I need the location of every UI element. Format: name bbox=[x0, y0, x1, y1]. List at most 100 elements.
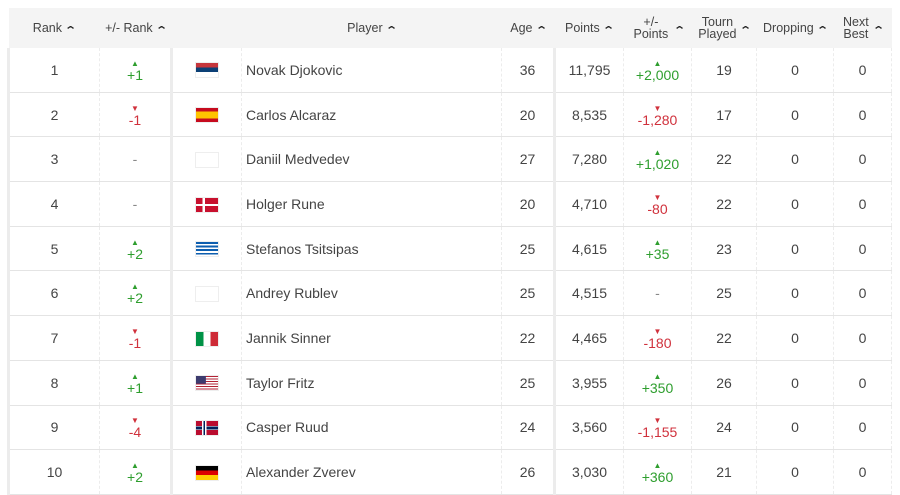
column-header-tourn-played[interactable]: Tourn Played ⌃ bbox=[691, 8, 757, 48]
dropping-cell: 0 bbox=[756, 360, 834, 406]
tourn-played-cell: 26 bbox=[691, 360, 757, 406]
rank-cell: 7 bbox=[7, 315, 100, 361]
chevron-up-icon[interactable]: ⌃ bbox=[872, 25, 885, 37]
triangle-up-icon: ▲ bbox=[653, 461, 662, 471]
triangle-down-icon: ▼ bbox=[653, 416, 662, 426]
points-change-cell: ▲ +35 bbox=[623, 226, 692, 272]
next-best-cell: 0 bbox=[833, 405, 892, 451]
player-name[interactable]: Carlos Alcaraz bbox=[241, 92, 502, 138]
player-name[interactable]: Taylor Fritz bbox=[241, 360, 502, 406]
column-header-label: Player bbox=[347, 21, 383, 36]
column-header-points[interactable]: Points ⌃ bbox=[554, 8, 624, 48]
change-indicator: ▲ +1,020 bbox=[624, 149, 691, 173]
table-row[interactable]: 7 ▼ -1 Jannik Sinner 22 4,465 ▼ -180 22 0 0 bbox=[7, 315, 892, 361]
chevron-up-icon[interactable]: ⌃ bbox=[384, 25, 398, 38]
table-row[interactable]: 4- Holger Rune 20 4,710 ▼ -80 22 0 0 bbox=[7, 181, 892, 227]
table-row[interactable]: 6 ▲ +2 Andrey Rublev 25 4,515-25 0 0 bbox=[7, 270, 892, 317]
change-value: +350 bbox=[641, 379, 674, 396]
next-best-cell: 0 bbox=[833, 92, 892, 138]
change-value: +2 bbox=[127, 469, 143, 486]
dropping-cell: 0 bbox=[756, 405, 834, 451]
triangle-up-icon: ▲ bbox=[653, 371, 662, 381]
column-header-age[interactable]: Age ⌃ bbox=[501, 8, 555, 48]
player-name[interactable]: Jannik Sinner bbox=[241, 315, 502, 361]
next-best-cell: 0 bbox=[833, 270, 892, 317]
change-indicator: ▼ -1 bbox=[100, 104, 170, 127]
flag-cell bbox=[171, 360, 242, 406]
table-row[interactable]: 9 ▼ -4 Casper Ruud 24 3,560 ▼ -1,155 24 0 0 bbox=[7, 405, 892, 451]
chevron-up-icon[interactable]: ⌃ bbox=[64, 25, 78, 38]
change-value: +1 bbox=[127, 379, 143, 396]
column-header-rank[interactable]: Rank ⌃ bbox=[8, 8, 100, 48]
column-header-next-best[interactable]: Next Best ⌃ bbox=[833, 8, 892, 48]
change-indicator: ▲ +2 bbox=[100, 238, 170, 262]
change-indicator: ▲ +35 bbox=[624, 238, 691, 262]
age-cell: 36 bbox=[501, 48, 556, 93]
next-best-cell: 0 bbox=[833, 48, 892, 93]
change-value: +35 bbox=[645, 245, 670, 262]
points-cell: 3,955 bbox=[554, 360, 624, 406]
triangle-down-icon: ▼ bbox=[653, 103, 662, 113]
points-cell: 4,615 bbox=[554, 226, 624, 272]
chevron-up-icon[interactable]: ⌃ bbox=[815, 25, 829, 38]
rank-cell: 1 bbox=[7, 48, 100, 93]
table-row[interactable]: 10 ▲ +2 Alexander Zverev 26 3,030 ▲ +360 21 0 0 bbox=[7, 449, 892, 495]
column-header-label: Points bbox=[565, 21, 600, 36]
column-header-dropping[interactable]: Dropping ⌃ bbox=[756, 8, 834, 48]
age-cell: 25 bbox=[501, 360, 556, 406]
chevron-up-icon[interactable]: ⌃ bbox=[673, 25, 686, 37]
change-value: +2 bbox=[127, 245, 143, 262]
player-name[interactable]: Casper Ruud bbox=[241, 405, 502, 451]
column-header-points-change[interactable]: +/- Points ⌃ bbox=[623, 8, 692, 48]
chevron-up-icon[interactable]: ⌃ bbox=[534, 25, 548, 38]
flag-icon-es bbox=[195, 107, 219, 124]
rank-cell: 9 bbox=[7, 405, 100, 451]
player-name[interactable]: Holger Rune bbox=[241, 181, 502, 227]
change-value: +1,020 bbox=[635, 156, 680, 173]
change-indicator: ▼ -1 bbox=[100, 327, 170, 350]
change-value: -4 bbox=[128, 424, 142, 441]
chevron-up-icon[interactable]: ⌃ bbox=[739, 25, 753, 37]
change-indicator: ▼ -1,155 bbox=[624, 416, 691, 440]
age-cell: 25 bbox=[501, 270, 556, 317]
flag-icon-us bbox=[195, 375, 219, 392]
points-cell: 3,030 bbox=[554, 449, 624, 495]
player-name[interactable]: Andrey Rublev bbox=[241, 270, 502, 317]
age-cell: 22 bbox=[501, 315, 556, 361]
points-cell: 8,535 bbox=[554, 92, 624, 138]
triangle-up-icon: ▲ bbox=[131, 58, 139, 68]
rank-cell: 6 bbox=[7, 270, 100, 317]
table-row[interactable]: 8 ▲ +1 Taylor Fritz 25 3,955 ▲ +350 26 0 0 bbox=[7, 360, 892, 406]
next-best-cell: 0 bbox=[833, 226, 892, 272]
flag-icon-rs bbox=[195, 62, 219, 79]
column-header-label: Rank bbox=[32, 21, 62, 36]
next-best-cell: 0 bbox=[833, 181, 892, 227]
column-header-player[interactable]: Player ⌃ bbox=[241, 8, 502, 48]
table-row[interactable]: 1 ▲ +1 Novak Djokovic 36 11,795 ▲ +2,000 19 0 0 bbox=[7, 48, 892, 93]
rank-cell: 8 bbox=[7, 360, 100, 406]
player-name[interactable]: Alexander Zverev bbox=[241, 449, 502, 495]
chevron-up-icon[interactable]: ⌃ bbox=[601, 25, 615, 38]
table-row[interactable]: 5 ▲ +2 Stefanos Tsitsipas 25 4,615 ▲ +35 23 0 0 bbox=[7, 226, 892, 272]
player-name[interactable]: Novak Djokovic bbox=[241, 48, 502, 93]
change-indicator: ▲ +1 bbox=[100, 372, 170, 396]
age-cell: 20 bbox=[501, 181, 556, 227]
player-name[interactable]: Daniil Medvedev bbox=[241, 136, 502, 183]
rank-change-cell: ▼ -1 bbox=[99, 315, 173, 361]
column-header-rank-change[interactable]: +/- Rank ⌃ bbox=[99, 8, 172, 48]
table-row[interactable]: 2 ▼ -1 Carlos Alcaraz 20 8,535 ▼ -1,280 17 0 0 bbox=[7, 92, 892, 138]
flag-cell bbox=[171, 136, 242, 183]
chevron-up-icon[interactable]: ⌃ bbox=[154, 25, 168, 38]
points-cell: 4,710 bbox=[554, 181, 624, 227]
flag-icon-no bbox=[195, 419, 219, 436]
points-change-cell: ▲ +2,000 bbox=[623, 48, 692, 93]
change-indicator: ▲ +1 bbox=[100, 58, 170, 82]
points-cell: 4,515 bbox=[554, 270, 624, 317]
table-row[interactable]: 3- Daniil Medvedev 27 7,280 ▲ +1,020 22 0 0 bbox=[7, 136, 892, 183]
triangle-up-icon: ▲ bbox=[131, 282, 139, 292]
age-cell: 24 bbox=[501, 405, 556, 451]
change-value: -1,280 bbox=[637, 111, 678, 128]
change-indicator: ▲ +360 bbox=[624, 461, 691, 485]
flag-cell bbox=[171, 226, 242, 272]
player-name[interactable]: Stefanos Tsitsipas bbox=[241, 226, 502, 272]
